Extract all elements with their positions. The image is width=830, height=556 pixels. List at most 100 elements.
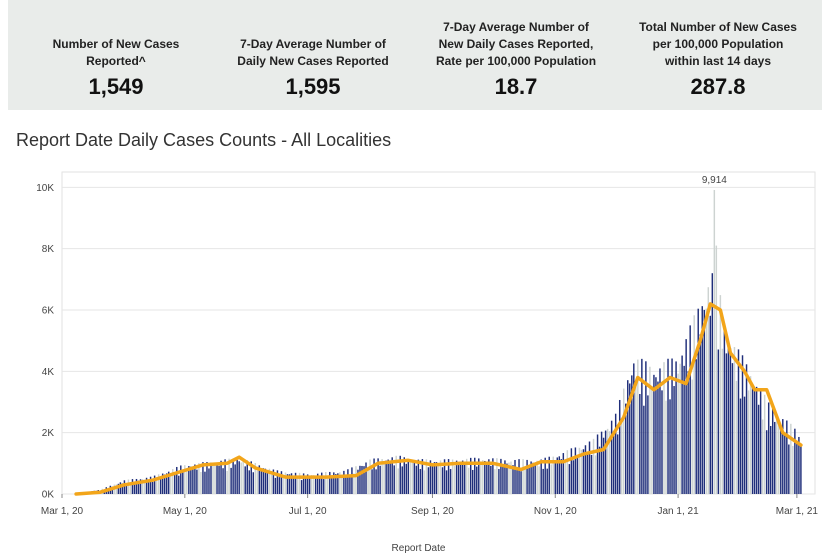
daily-case-bar <box>161 473 164 494</box>
daily-case-bar <box>494 469 496 494</box>
daily-case-bar <box>627 380 629 494</box>
daily-case-bar <box>798 436 800 494</box>
daily-case-bar <box>206 461 208 494</box>
daily-case-bar <box>379 465 381 494</box>
daily-case-bar <box>514 459 516 494</box>
kpi-value: 1,549 <box>88 74 144 99</box>
daily-case-bar <box>304 478 307 494</box>
daily-case-bar <box>691 379 693 494</box>
daily-case-bar <box>755 386 758 494</box>
daily-case-bar <box>590 454 593 494</box>
daily-case-bar <box>600 431 603 494</box>
daily-case-bar <box>629 383 631 494</box>
daily-case-bar <box>258 465 261 494</box>
daily-case-bar <box>459 462 462 494</box>
daily-case-bar <box>620 422 623 494</box>
daily-case-bar <box>254 462 257 494</box>
daily-case-bar <box>606 428 609 494</box>
daily-case-bar <box>395 455 397 494</box>
daily-case-bar <box>377 458 379 494</box>
daily-case-bar <box>200 471 202 494</box>
daily-case-bar <box>474 457 476 494</box>
daily-case-bar <box>508 462 510 494</box>
daily-case-bar <box>208 468 210 494</box>
daily-case-bar <box>375 469 377 494</box>
daily-case-bar <box>435 462 438 494</box>
daily-case-bar <box>649 366 651 494</box>
daily-case-bar <box>484 460 486 494</box>
daily-case-bar <box>353 473 355 494</box>
daily-case-bar <box>329 471 331 494</box>
daily-case-bar <box>250 461 252 494</box>
daily-case-bar <box>506 463 508 494</box>
daily-case-bar <box>214 463 216 494</box>
daily-case-bar <box>637 359 639 494</box>
y-tick-label: 6K <box>42 306 55 317</box>
daily-case-bar <box>133 482 136 494</box>
kpi-7day-average: 7-Day Average Number of Daily New Cases … <box>213 10 413 100</box>
daily-case-bar <box>445 470 448 494</box>
daily-case-bar <box>743 396 746 494</box>
daily-case-bar <box>222 468 224 494</box>
daily-case-bar <box>683 365 685 494</box>
daily-case-bar <box>194 464 196 494</box>
daily-case-bar <box>165 473 168 494</box>
daily-case-bar <box>121 483 124 494</box>
daily-case-bar <box>276 470 279 494</box>
daily-case-bar <box>439 460 442 494</box>
daily-case-bar <box>731 363 734 494</box>
daily-case-bar <box>431 464 434 494</box>
daily-case-bar <box>306 474 309 494</box>
daily-case-bar <box>248 470 250 494</box>
daily-case-bar <box>115 484 118 494</box>
x-tick-label: Jan 1, 21 <box>658 506 700 517</box>
daily-case-bar <box>407 459 410 494</box>
kpi-new-cases: Number of New Cases Reported^ 1,549 <box>16 10 216 100</box>
daily-case-bar <box>780 425 782 494</box>
daily-case-bar <box>457 462 460 494</box>
daily-case-bar <box>135 478 138 494</box>
daily-case-bar <box>784 435 786 494</box>
daily-case-bar <box>713 189 716 494</box>
daily-case-bar <box>765 430 768 494</box>
y-tick-label: 4K <box>42 367 55 378</box>
chart-title: Report Date Daily Cases Counts - All Loc… <box>16 130 392 150</box>
daily-case-bar <box>361 465 363 494</box>
daily-case-bar <box>244 466 246 494</box>
daily-case-bar <box>327 478 329 494</box>
daily-case-bar <box>592 438 595 494</box>
kpi-value: 287.8 <box>690 74 746 99</box>
daily-case-bar <box>463 464 466 494</box>
daily-case-bar <box>677 373 679 494</box>
daily-case-bar <box>711 273 714 494</box>
daily-case-bar <box>774 421 776 494</box>
daily-case-bar <box>653 374 655 494</box>
daily-case-bar <box>572 460 575 494</box>
daily-case-bar <box>449 469 452 494</box>
daily-case-bar <box>417 459 420 494</box>
daily-case-bar <box>314 476 317 494</box>
daily-case-bar <box>184 465 186 494</box>
daily-case-bar <box>667 358 669 494</box>
x-tick-label: Jul 1, 20 <box>289 506 327 517</box>
daily-case-bar <box>280 471 283 494</box>
daily-case-bar <box>771 408 774 494</box>
daily-case-bar <box>167 471 170 494</box>
daily-case-bar <box>371 469 373 494</box>
daily-case-bar <box>548 456 550 494</box>
daily-case-bar <box>137 480 140 494</box>
daily-case-bar <box>145 477 148 494</box>
daily-case-bar <box>625 403 627 494</box>
daily-case-bar <box>252 472 254 494</box>
y-tick-label: 0K <box>42 490 55 501</box>
daily-case-bar <box>733 347 736 494</box>
daily-case-bar <box>554 460 556 494</box>
daily-case-bar <box>427 467 430 494</box>
daily-case-bar <box>178 475 180 494</box>
kpi-label: Total Number of New Cases per 100,000 Po… <box>639 20 797 68</box>
daily-case-bar <box>717 349 720 494</box>
daily-case-bar <box>264 468 267 494</box>
daily-case-bar <box>576 454 579 494</box>
daily-case-bar <box>461 460 464 494</box>
daily-case-bar <box>316 473 319 494</box>
